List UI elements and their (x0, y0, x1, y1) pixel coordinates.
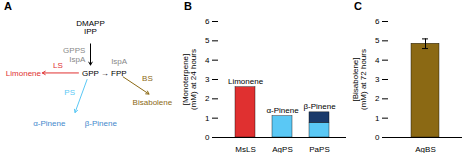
svg-text:3: 3 (205, 75, 210, 84)
svg-text:DMAPPIPP: DMAPPIPP (76, 19, 104, 36)
svg-text:α-Pinene: α-Pinene (266, 106, 299, 115)
svg-text:IspA: IspA (69, 55, 86, 64)
svg-text:5: 5 (375, 36, 380, 45)
svg-text:AgBS: AgBS (415, 145, 435, 153)
svg-text:0: 0 (375, 133, 380, 142)
svg-text:BS: BS (142, 74, 153, 83)
svg-text:0: 0 (205, 133, 210, 142)
svg-text:[Monoterpene](mM) at 24 hours: [Monoterpene](mM) at 24 hours (181, 49, 198, 110)
svg-text:1: 1 (375, 114, 380, 123)
svg-text:β-Pinene: β-Pinene (85, 119, 118, 128)
svg-text:MsLS: MsLS (235, 145, 255, 153)
svg-text:6: 6 (375, 17, 380, 26)
svg-text:GPP: GPP (82, 69, 99, 78)
svg-text:PaPS: PaPS (309, 145, 329, 153)
svg-text:5: 5 (205, 36, 210, 45)
svg-text:α-Pinene: α-Pinene (33, 119, 66, 128)
svg-text:Limonene: Limonene (228, 77, 264, 86)
svg-text:→ FPP: → FPP (101, 69, 127, 78)
svg-text:AgPS: AgPS (272, 145, 292, 153)
svg-text:Limonene: Limonene (6, 69, 42, 78)
svg-text:4: 4 (205, 56, 210, 65)
html-text:A: A (4, 0, 12, 12)
svg-text:1: 1 (205, 114, 210, 123)
svg-text:3: 3 (375, 75, 380, 84)
svg-text:GPPS: GPPS (63, 46, 85, 55)
svg-text:IspA: IspA (111, 57, 128, 66)
svg-text:PS: PS (64, 88, 75, 97)
svg-text:2: 2 (205, 94, 210, 103)
svg-text:6: 6 (205, 17, 210, 26)
svg-text:LS: LS (53, 61, 63, 70)
html-text:B: B (184, 0, 192, 12)
html-text:C: C (354, 0, 362, 12)
svg-text:2: 2 (375, 94, 380, 103)
svg-text:4: 4 (375, 56, 380, 65)
svg-text:[Bisabolene](mM) at 72 hours: [Bisabolene](mM) at 72 hours (351, 49, 368, 110)
svg-text:Bisabolene: Bisabolene (133, 98, 173, 107)
svg-text:β-Pinene: β-Pinene (303, 102, 336, 111)
